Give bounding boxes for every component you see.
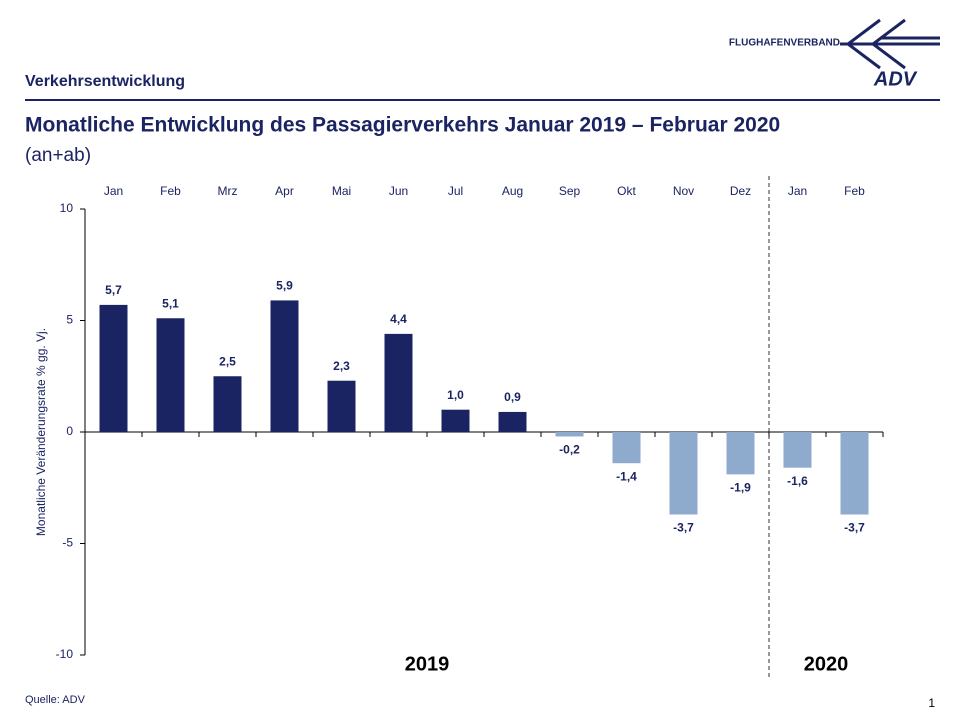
bar <box>555 432 584 437</box>
value-label: 5,9 <box>276 279 293 293</box>
value-label: 1,0 <box>447 388 464 402</box>
bar <box>270 300 299 432</box>
value-label: 0,9 <box>504 390 521 404</box>
source: Quelle: ADV <box>25 694 86 706</box>
value-label: 2,5 <box>219 354 236 368</box>
x-tick-label: Okt <box>617 184 636 198</box>
value-label: -1,4 <box>616 469 637 483</box>
bar <box>783 432 812 468</box>
bar <box>384 333 413 432</box>
bar <box>213 376 242 432</box>
value-label: 5,1 <box>162 296 179 310</box>
x-tick-label: Nov <box>673 184 694 198</box>
bar <box>840 432 869 515</box>
y-tick-label: -10 <box>56 647 74 661</box>
bar <box>612 432 641 464</box>
x-tick-label: Sep <box>559 184 581 198</box>
x-tick-label: Feb <box>160 184 181 198</box>
value-label: 2,3 <box>333 359 350 373</box>
x-tick-label: Jul <box>448 184 463 198</box>
chart-title: Monatliche Entwicklung des Passagierverk… <box>25 114 780 137</box>
x-tick-label: Feb <box>844 184 865 198</box>
bar <box>441 409 470 432</box>
value-label: -3,7 <box>844 521 865 535</box>
x-tick-label: Jun <box>389 184 408 198</box>
x-tick-label: Jan <box>788 184 807 198</box>
x-tick-label: Dez <box>730 184 751 198</box>
section-title: Verkehrsentwicklung <box>25 73 185 90</box>
y-tick-label: 5 <box>66 313 73 327</box>
bar <box>156 318 185 432</box>
value-label: -0,2 <box>559 443 580 457</box>
logo-text: FLUGHAFENVERBAND <box>729 38 840 49</box>
bar <box>498 411 527 432</box>
chart-subtitle: (an+ab) <box>25 145 91 166</box>
x-tick-label: Jan <box>104 184 123 198</box>
year-label: 2019 <box>405 653 450 675</box>
bar <box>99 304 128 432</box>
x-tick-label: Apr <box>275 184 294 198</box>
year-label: 2020 <box>804 653 849 675</box>
value-label: 4,4 <box>390 312 407 326</box>
y-tick-label: 10 <box>60 201 74 215</box>
y-axis-label: Monatliche Veränderungsrate % gg. Vj. <box>34 328 48 536</box>
logo-mark: ADV <box>873 68 918 90</box>
x-tick-label: Mai <box>332 184 351 198</box>
value-label: 5,7 <box>105 283 122 297</box>
page-number: 1 <box>928 696 935 710</box>
bar <box>669 432 698 515</box>
bar <box>726 432 755 475</box>
x-tick-label: Mrz <box>218 184 238 198</box>
value-label: -3,7 <box>673 521 694 535</box>
x-tick-label: Aug <box>502 184 523 198</box>
bar <box>327 380 356 432</box>
y-tick-label: -5 <box>62 536 73 550</box>
logo <box>840 18 940 70</box>
value-label: -1,9 <box>730 481 751 495</box>
y-tick-label: 0 <box>66 424 73 438</box>
value-label: -1,6 <box>787 474 808 488</box>
